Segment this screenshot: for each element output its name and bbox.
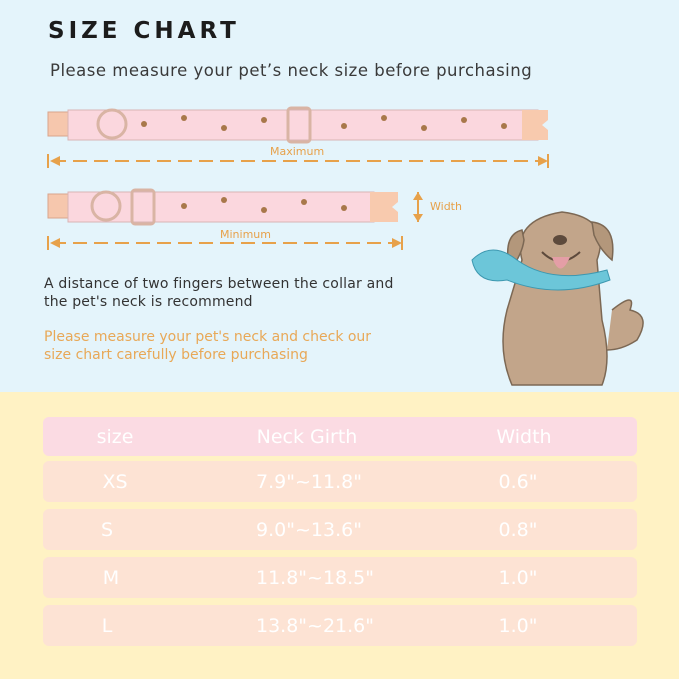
collar-maximum-diagram [47, 106, 549, 168]
neck-girth-cell: 13.8"~21.6" [255, 614, 375, 637]
size-cell: M [102, 566, 120, 589]
table-row: L 13.8"~21.6" 1.0" [43, 605, 637, 646]
fit-note-line: the pet's neck is recommend [44, 294, 253, 310]
neck-girth-cell: 9.0"~13.6" [256, 518, 362, 541]
minimum-label: Minimum [220, 228, 271, 241]
size-cell: XS [102, 470, 128, 493]
subtitle: Please measure your pet’s neck size befo… [50, 61, 533, 80]
neck-girth-cell: 7.9"~11.8" [256, 470, 362, 493]
size-cell: S [100, 518, 114, 541]
header-width: Width [496, 425, 552, 448]
table-row: S 9.0"~13.6" 0.8" [43, 509, 637, 550]
neck-girth-cell: 11.8"~18.5" [255, 566, 375, 589]
page-title: SIZE CHART [48, 18, 240, 44]
header-size: size [96, 425, 134, 448]
measure-advice: Please measure your pet's neck and check… [44, 328, 371, 364]
width-cell: 0.8" [498, 518, 538, 541]
size-cell: L [101, 614, 113, 637]
width-cell: 1.0" [498, 614, 538, 637]
header-neck-girth: Neck Girth [256, 425, 358, 448]
advice-line: size chart carefully before purchasing [44, 347, 308, 363]
width-cell: 1.0" [498, 566, 538, 589]
table-row: M 11.8"~18.5" 1.0" [43, 557, 637, 598]
table-header-row: size Neck Girth Width [43, 417, 637, 456]
width-label: Width [430, 200, 462, 213]
advice-line: Please measure your pet's neck and check… [44, 329, 372, 345]
collar-minimum-diagram [47, 188, 423, 250]
table-row: XS 7.9"~11.8" 0.6" [43, 461, 637, 502]
width-cell: 0.6" [498, 470, 538, 493]
dog-illustration [471, 211, 644, 386]
fit-note-line: A distance of two fingers between the co… [44, 276, 394, 292]
maximum-label: Maximum [270, 145, 325, 158]
fit-note: A distance of two fingers between the co… [44, 275, 394, 311]
